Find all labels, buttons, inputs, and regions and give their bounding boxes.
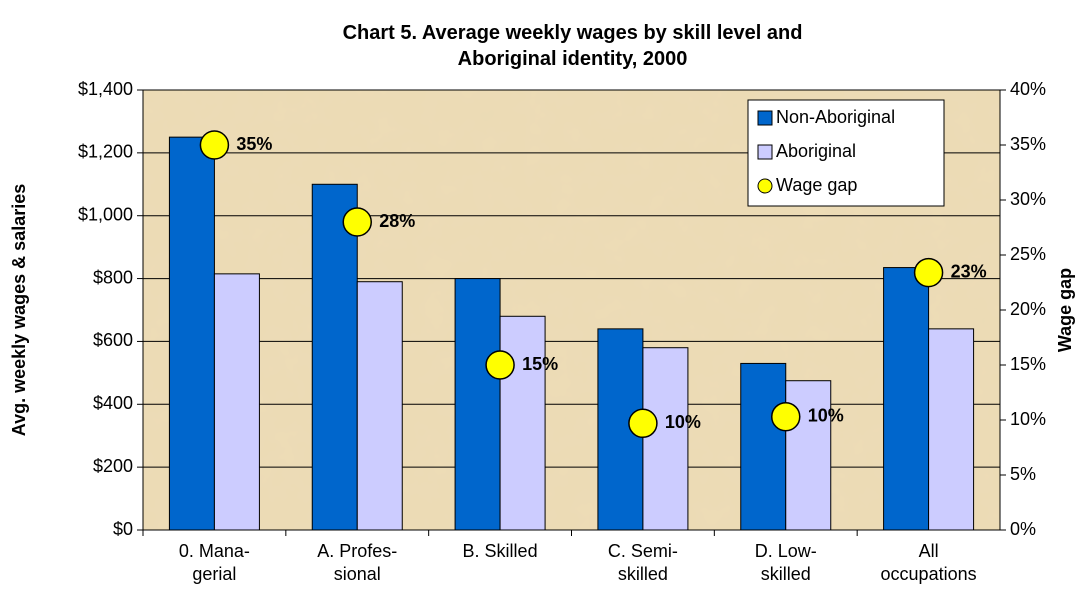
- y2-tick-label: 5%: [1010, 464, 1036, 484]
- bar: [499, 315, 546, 531]
- legend-label: Non-Aboriginal: [776, 107, 895, 127]
- y-tick-label: $1,000: [78, 204, 133, 224]
- y-tick-label: $400: [93, 393, 133, 413]
- y2-tick-label: 40%: [1010, 79, 1046, 99]
- legend-label: Wage gap: [776, 175, 857, 195]
- gap-point: [628, 408, 658, 439]
- x-tick-label: All occupations: [880, 541, 977, 584]
- y-tick-label: $1,400: [78, 79, 133, 99]
- bar: [740, 362, 787, 531]
- bar: [785, 380, 832, 531]
- x-tick-label: D. Low- skilled: [754, 541, 817, 584]
- gap-point: [485, 350, 515, 380]
- y2-tick-label: 30%: [1010, 189, 1046, 209]
- legend-swatch: [757, 144, 773, 160]
- data-label: 10%: [665, 412, 701, 432]
- bar: [311, 183, 358, 531]
- y2-tick-label: 35%: [1010, 134, 1046, 154]
- data-label: 15%: [522, 354, 558, 374]
- y2-tick-label: 0%: [1010, 519, 1036, 539]
- bar: [642, 347, 689, 531]
- data-label: 23%: [951, 261, 987, 281]
- x-tick-label: C. Semi- skilled: [607, 541, 678, 584]
- y2-axis-label: Wage gap: [1055, 268, 1075, 352]
- data-label: 35%: [236, 134, 272, 154]
- x-tick-label: 0. Mana- gerial: [178, 541, 250, 584]
- legend-box: [747, 99, 945, 207]
- y2-tick-label: 10%: [1010, 409, 1046, 429]
- y2-tick-label: 25%: [1010, 244, 1046, 264]
- y-tick-label: $800: [93, 267, 133, 287]
- bar: [213, 273, 260, 531]
- gap-point: [913, 257, 944, 288]
- legend-label: Aboriginal: [776, 141, 856, 161]
- chart-title: Chart 5. Average weekly wages by skill l…: [342, 22, 803, 70]
- bar: [168, 136, 215, 531]
- legend-swatch: [757, 178, 773, 194]
- x-tick-label: A. Profes- sional: [317, 541, 398, 584]
- bar: [356, 281, 403, 531]
- data-label: 10%: [808, 405, 844, 425]
- bar: [454, 278, 501, 531]
- x-tick-label: B. Skilled: [462, 541, 538, 561]
- y-tick-label: $600: [93, 330, 133, 350]
- legend-swatch: [757, 110, 773, 126]
- y-axis-label: Avg. weekly wages & salaries: [9, 184, 29, 436]
- y2-tick-label: 20%: [1010, 299, 1046, 319]
- gap-point: [199, 130, 230, 160]
- y2-tick-label: 15%: [1010, 354, 1046, 374]
- bar: [928, 328, 975, 531]
- gap-point: [342, 207, 372, 237]
- bar: [883, 267, 930, 531]
- y-tick-label: $200: [93, 456, 133, 476]
- data-label: 28%: [379, 211, 415, 231]
- y-tick-label: $1,200: [78, 142, 133, 162]
- y-tick-label: $0: [113, 519, 133, 539]
- gap-point: [771, 401, 801, 432]
